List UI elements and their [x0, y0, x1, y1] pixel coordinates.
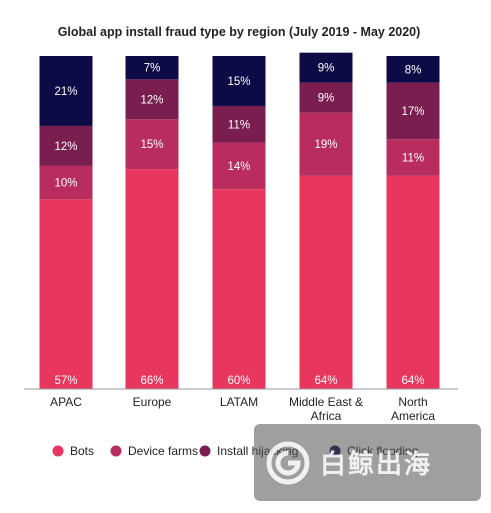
data-label: 12%	[140, 94, 163, 106]
bar-segment-click-flooding	[39, 56, 93, 126]
data-label: 9%	[318, 63, 335, 75]
bar-segment-device-farms	[125, 119, 179, 170]
data-label: 11%	[402, 153, 424, 165]
bar-segment-bots	[386, 175, 440, 389]
data-label: 8%	[405, 64, 422, 76]
category-label: Europe	[133, 395, 172, 409]
data-label: 15%	[227, 76, 250, 88]
bar-segment-device-farms	[299, 112, 353, 176]
data-label: 64%	[314, 375, 337, 387]
data-label: 11%	[228, 119, 250, 131]
bar-segment-bots	[39, 199, 93, 389]
category-label: LATAM	[220, 395, 258, 409]
category-label: Middle East & Africa	[289, 395, 363, 423]
data-label: 17%	[401, 106, 424, 118]
bar-segment-install-hijacking	[212, 105, 266, 143]
legend-swatch-install-hijacking	[199, 445, 211, 457]
data-label: 9%	[318, 93, 335, 105]
data-label: 60%	[227, 375, 250, 387]
watermark-text: 白鲸出海	[320, 450, 433, 480]
bars-group	[39, 52, 440, 389]
legend-label: Bots	[70, 444, 94, 458]
segment-labels-group: 57% 10% 12% 21% 66% 15% 12% 7% 60% 14% 11% 15% 64% 19…	[54, 63, 424, 387]
data-label: 64%	[401, 375, 424, 387]
bar-segment-install-hijacking	[125, 79, 179, 120]
data-label: 66%	[140, 375, 163, 387]
bar-segment-bots	[212, 189, 266, 389]
category-labels-group: APAC Europe LATAM Middle East & Africa North A…	[50, 395, 435, 423]
watermark: 白鲸出海	[254, 424, 481, 501]
bar-segment-bots	[125, 169, 179, 389]
bar-segment-click-flooding	[299, 52, 353, 83]
data-label: 19%	[314, 139, 337, 151]
data-label: 15%	[140, 139, 163, 151]
bar-segment-click-flooding	[125, 56, 179, 80]
data-label: 12%	[54, 141, 77, 153]
data-label: 7%	[144, 63, 161, 75]
bar-segment-bots	[299, 175, 353, 389]
bar-segment-device-farms	[39, 165, 93, 200]
bar-segment-install-hijacking	[299, 82, 353, 113]
legend-swatch-bots	[52, 445, 64, 457]
bar-segment-click-flooding	[386, 56, 440, 83]
chart-title: Global app install fraud type by region …	[58, 25, 421, 39]
category-label: North America	[391, 395, 435, 423]
category-label: APAC	[50, 395, 82, 409]
data-label: 57%	[54, 375, 77, 387]
whale-logo-icon	[266, 441, 310, 484]
bar-segment-install-hijacking	[39, 125, 93, 166]
legend-swatch-device-farms	[110, 445, 122, 457]
legend-label: Device farms	[128, 444, 198, 458]
data-label: 14%	[227, 161, 250, 173]
data-label: 21%	[54, 86, 77, 98]
bar-segment-device-farms	[212, 142, 266, 190]
bar-segment-click-flooding	[212, 56, 266, 106]
bar-segment-device-farms	[386, 139, 440, 176]
data-label: 10%	[54, 178, 77, 190]
bar-segment-install-hijacking	[386, 82, 440, 140]
